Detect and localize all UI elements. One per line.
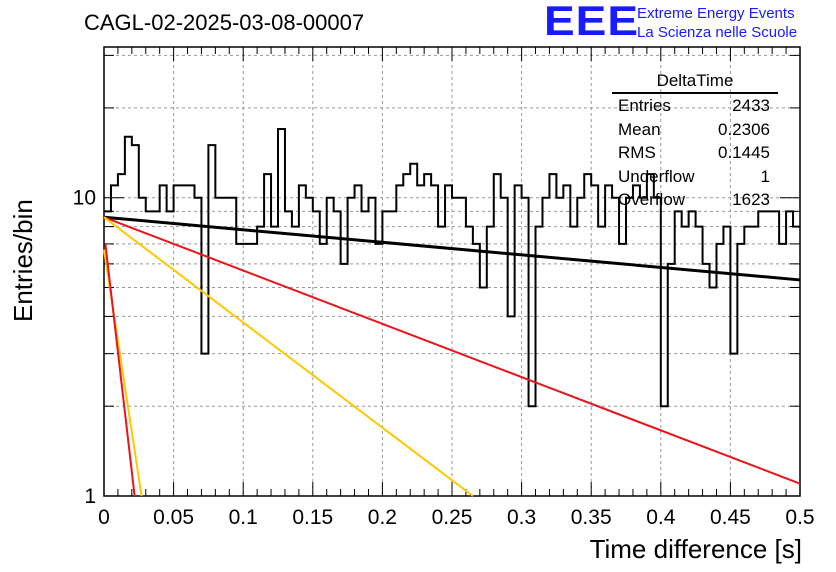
x-tick-labels: 0 0.05 0.1 0.15 0.2 0.25 0.3 0.35 0.4 0.45 0.5 [98,506,814,529]
x-tick-label: 0.25 [432,506,473,529]
fit-line-red-slow [103,216,801,485]
stats-box-title: DeltaTime [612,70,778,94]
eee-logo: EEE [544,0,640,45]
plot-title: CAGL-02-2025-03-08-00007 [84,10,365,35]
histogram-steps [104,127,800,408]
x-tick-label: 0.05 [153,506,194,529]
x-tick-label: 0.1 [229,506,258,529]
stats-row-overflow: Overflow 1623 [612,188,778,212]
y-tick-labels: 1 10 [73,187,96,508]
x-tick-label: 0 [98,506,110,529]
stats-row-entries: Entries 2433 [612,94,778,118]
x-tick-label: 0.45 [710,506,751,529]
x-tick-label: 0.15 [292,506,333,529]
stats-value: 0.1445 [718,143,770,162]
stats-value: 2433 [732,96,770,115]
x-tick-label: 0.35 [571,506,612,529]
fit-line-orange-medium [103,216,474,497]
fit-line-red-fast [104,243,136,497]
x-tick-label: 0.3 [507,506,536,529]
y-axis-label-wrap: Entries/bin [8,182,38,322]
stats-label: Mean [618,119,661,139]
stats-label: Overflow [618,190,686,209]
stats-label: Entries [618,96,671,115]
stats-box: DeltaTime Entries 2433 Mean 0.2306 RMS 0… [612,70,778,212]
x-axis-label: Time difference [s] [589,534,802,564]
axis-ticks [103,47,801,497]
stats-value: 1 [760,166,770,186]
fit-line-main [103,215,801,282]
fit-lines [103,215,801,497]
y-axis-label: Entries/bin [8,199,38,322]
stats-value: 0.2306 [718,119,770,139]
stats-value: 1623 [732,190,770,209]
eee-line2: La Scienza nelle Scuole [637,24,798,41]
stats-row-rms: RMS 0.1445 [612,141,778,165]
y-tick-label: 10 [73,187,96,210]
stats-label: RMS [618,143,656,162]
eee-line1: Extreme Energy Events [637,5,795,22]
x-tick-label: 0.4 [646,506,676,529]
stats-row-mean: Mean 0.2306 [612,118,778,142]
x-tick-label: 0.5 [785,506,814,529]
y-tick-label: 1 [84,485,96,508]
stats-row-underflow: Underflow 1 [612,165,778,189]
eee-logo-text: Extreme Energy Events La Scienza nelle S… [637,4,797,42]
histogram-series [104,127,800,408]
stats-label: Underflow [618,166,695,186]
x-tick-label: 0.2 [368,506,397,529]
